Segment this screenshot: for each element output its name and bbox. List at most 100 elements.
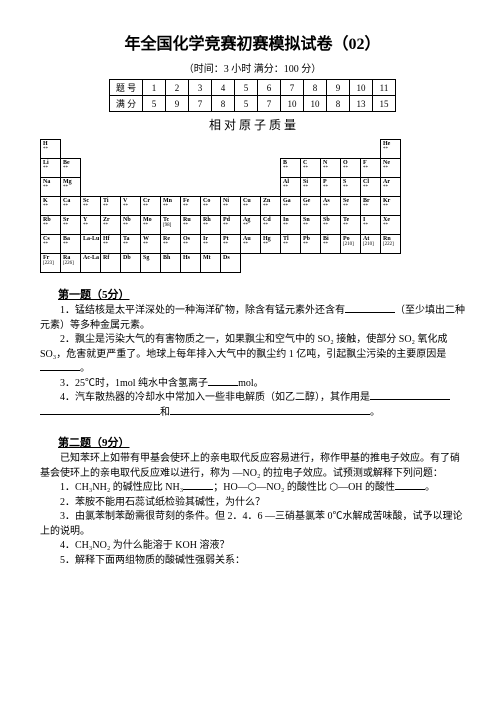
element-cell: Ge** (300, 196, 321, 216)
element-cell: Kr** (380, 196, 401, 216)
element-cell: Be** (60, 158, 81, 178)
q1-item4b: 和。 (40, 406, 465, 421)
q2-item3: 3．由氯苯制苯酚需很苛刻的条件。但 2．4．6 —三硝基氯苯 0℃水解成苦味酸，… (40, 510, 465, 539)
element-cell: Y** (80, 215, 101, 235)
q2-item4: 4．CH₃NO₂ 为什么能溶于 KOH 溶液？ (40, 539, 465, 554)
q2-intro: 已知苯环上如带有甲基会使环上的亲电取代反应容易进行，称作甲基的推电子效应。有了硝… (40, 452, 465, 481)
element-cell: Al** (280, 177, 301, 197)
element-cell: N** (320, 158, 341, 178)
element-cell: Li** (40, 158, 61, 178)
page-title: 年全国化学竞赛初赛模拟试卷（02） (40, 30, 465, 54)
element-cell: Cu** (240, 196, 261, 216)
q2-item1: 1．CH₃NH₂ 的碱性应比 NH₃；HO—⬡—NO₂ 的酸性比 ⬡—OH 的酸… (40, 481, 465, 496)
element-cell: Ta** (120, 234, 141, 254)
table-row: 满 分 5 9 7 8 5 7 10 10 8 13 15 (110, 96, 396, 112)
element-cell: Sr** (60, 215, 81, 235)
element-cell: Xe** (380, 215, 401, 235)
element-cell: Ac-La (80, 253, 101, 273)
element-cell: C** (300, 158, 321, 178)
element-cell: Db (120, 253, 141, 273)
row-label: 满 分 (110, 96, 143, 112)
element-cell: K** (40, 196, 61, 216)
element-cell: Pt** (220, 234, 241, 254)
element-cell: Ni** (220, 196, 241, 216)
q1-item2: 2．飘尘是污染大气的有害物质之一，如果飘尘和空气中的 SO₂ 接触，使部分 SO… (40, 333, 465, 377)
element-cell: Br** (360, 196, 381, 216)
element-cell: Zn** (260, 196, 281, 216)
element-cell: At[210] (360, 234, 381, 254)
element-cell: La-Lu (80, 234, 101, 254)
element-cell: Pd** (220, 215, 241, 235)
score-table: 题 号 1 2 3 4 5 6 7 8 9 10 11 满 分 5 9 7 8 … (109, 79, 396, 112)
element-cell: Hg** (260, 234, 281, 254)
element-cell: Po[210] (340, 234, 361, 254)
element-cell: Sc** (80, 196, 101, 216)
q1-item1: 1．锰结核是太平洋深处的一种海洋矿物，除含有锰元素外还含有（至少填出二种元素）等… (40, 304, 465, 333)
element-cell: Ru** (180, 215, 201, 235)
element-cell: Mn** (160, 196, 181, 216)
element-cell: Ga** (280, 196, 301, 216)
element-cell: V** (120, 196, 141, 216)
element-cell: Ca** (60, 196, 81, 216)
element-cell: Sg (140, 253, 161, 273)
row-label: 题 号 (110, 80, 143, 96)
element-cell: H** (40, 139, 61, 159)
element-cell: Mg** (60, 177, 81, 197)
element-cell: Bh (160, 253, 181, 273)
element-cell: Sn** (300, 215, 321, 235)
element-cell: Na** (40, 177, 61, 197)
element-cell: Pb** (300, 234, 321, 254)
q2-item2: 2．苯胺不能用石蕊试纸检验其碱性，为什么？ (40, 496, 465, 511)
element-cell: W** (140, 234, 161, 254)
element-cell: I** (360, 215, 381, 235)
element-cell: Zr** (100, 215, 121, 235)
element-cell: Ir** (200, 234, 221, 254)
q2-header: 第二题（9分） (58, 434, 465, 450)
q1-header: 第一题（5分） (58, 286, 465, 302)
element-cell: Fe** (180, 196, 201, 216)
periodic-table: H** He** Li**Be** B**C**N**O**F**Ne** Na**… (40, 139, 465, 273)
element-cell: Re** (160, 234, 181, 254)
element-cell: P** (320, 177, 341, 197)
element-cell: Ba** (60, 234, 81, 254)
element-cell: Bi** (320, 234, 341, 254)
element-cell: Ar** (380, 177, 401, 197)
element-cell: Mo** (140, 215, 161, 235)
element-cell: Au** (240, 234, 261, 254)
element-cell: Ne** (380, 158, 401, 178)
element-cell: S** (340, 177, 361, 197)
element-cell: Hf** (100, 234, 121, 254)
q1-item4: 4．汽车散热器的冷却水中常加入一些非电解质（如乙二醇），其作用是 (40, 391, 465, 406)
element-cell: Co** (200, 196, 221, 216)
element-cell: B** (280, 158, 301, 178)
element-cell: Cr** (140, 196, 161, 216)
element-cell: Ti** (100, 196, 121, 216)
element-cell: Ag** (240, 215, 261, 235)
element-cell: Ds (220, 253, 241, 273)
element-cell: Rb** (40, 215, 61, 235)
element-cell: Se** (340, 196, 361, 216)
q1-item3: 3．25℃时，1mol 纯水中含氢离子mol。 (40, 377, 465, 392)
element-cell: Si** (300, 177, 321, 197)
relative-atomic-mass-label: 相 对 原 子 质 量 (40, 116, 465, 133)
element-cell: Tc[98] (160, 215, 181, 235)
table-row: 题 号 1 2 3 4 5 6 7 8 9 10 11 (110, 80, 396, 96)
element-cell: Rf (100, 253, 121, 273)
element-cell: Mt (200, 253, 221, 273)
element-cell: Os** (180, 234, 201, 254)
element-cell: Cd** (260, 215, 281, 235)
element-cell: Cs** (40, 234, 61, 254)
element-cell: O** (340, 158, 361, 178)
element-cell: Rh** (200, 215, 221, 235)
element-cell: Fr[223] (40, 253, 61, 273)
element-cell: Ra[226] (60, 253, 81, 273)
element-cell: Cl** (360, 177, 381, 197)
element-cell: Te** (340, 215, 361, 235)
element-cell: Sb** (320, 215, 341, 235)
subtitle: （时间：3 小时 满分：100 分） (40, 60, 465, 75)
element-cell: In** (280, 215, 301, 235)
element-cell: He** (380, 139, 401, 159)
q2-item5: 5．解释下面两组物质的酸碱性强弱关系： (40, 554, 465, 569)
element-cell: F** (360, 158, 381, 178)
element-cell: Nb** (120, 215, 141, 235)
